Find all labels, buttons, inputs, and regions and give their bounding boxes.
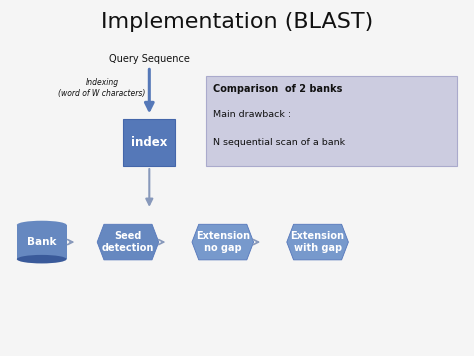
Ellipse shape <box>17 221 66 229</box>
Text: Bank: Bank <box>27 237 56 247</box>
Text: Main drawback :: Main drawback : <box>213 110 292 119</box>
Ellipse shape <box>17 255 66 263</box>
Text: Seed
detection: Seed detection <box>102 231 154 253</box>
Bar <box>17 225 66 259</box>
Text: N sequential scan of a bank: N sequential scan of a bank <box>213 138 346 147</box>
Polygon shape <box>287 224 348 260</box>
FancyBboxPatch shape <box>206 76 457 166</box>
Text: Query Sequence: Query Sequence <box>109 54 190 64</box>
Text: Indexing
(word of W characters): Indexing (word of W characters) <box>58 78 146 98</box>
FancyBboxPatch shape <box>123 119 175 166</box>
Polygon shape <box>97 224 159 260</box>
Polygon shape <box>192 224 254 260</box>
Text: Comparison  of 2 banks: Comparison of 2 banks <box>213 84 343 94</box>
Text: Extension
with gap: Extension with gap <box>291 231 345 253</box>
Text: Extension
no gap: Extension no gap <box>196 231 250 253</box>
Text: index: index <box>131 136 167 149</box>
Text: Implementation (BLAST): Implementation (BLAST) <box>101 12 373 32</box>
